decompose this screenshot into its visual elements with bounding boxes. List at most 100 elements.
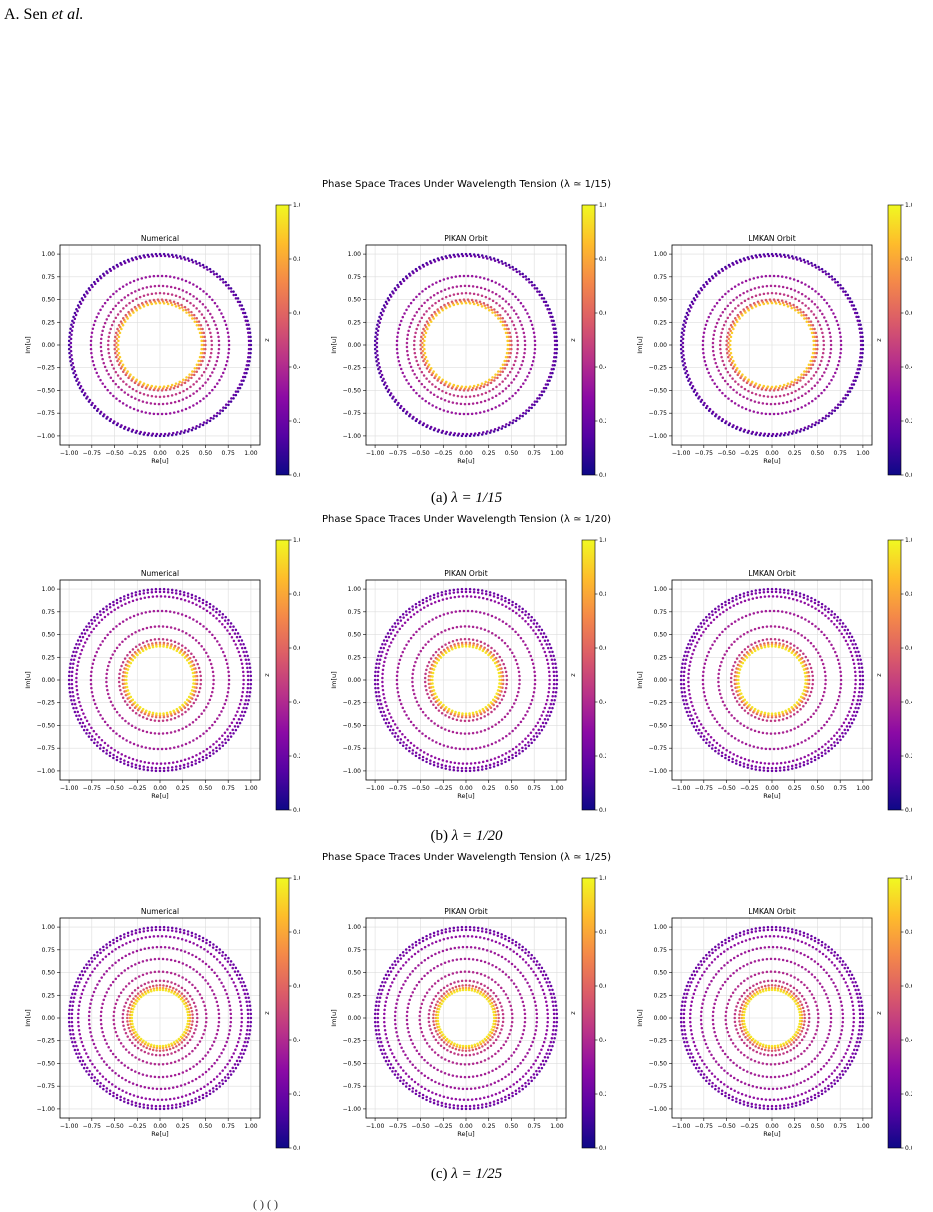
data-point [212, 752, 215, 755]
data-point [441, 646, 444, 649]
data-point [244, 647, 247, 650]
data-point [119, 761, 122, 764]
data-point [241, 639, 244, 642]
data-point [98, 736, 101, 739]
data-point [827, 617, 830, 620]
data-point [824, 614, 827, 617]
data-point [160, 595, 163, 598]
data-point [497, 259, 500, 262]
data-point [77, 697, 80, 700]
data-point [736, 638, 739, 641]
y-tick-label: 0.25 [42, 654, 56, 661]
data-point [136, 759, 139, 762]
data-point [840, 400, 843, 403]
data-point [826, 324, 829, 327]
data-point [186, 699, 189, 702]
data-point [410, 616, 413, 619]
data-point [775, 292, 778, 295]
data-point [199, 288, 202, 291]
data-point [713, 305, 716, 308]
data-point [748, 379, 751, 382]
data-point [443, 278, 446, 281]
data-point [457, 769, 460, 772]
data-point [120, 263, 123, 266]
data-point [505, 288, 508, 291]
data-point [99, 614, 102, 617]
data-point [725, 340, 728, 343]
data-point [434, 260, 437, 263]
data-point [731, 689, 734, 692]
y-tick-label: 0.75 [348, 609, 362, 616]
data-point [72, 322, 75, 325]
data-point [537, 721, 540, 724]
data-point [469, 395, 472, 398]
data-point [493, 592, 496, 594]
data-point [167, 591, 170, 594]
data-point [395, 399, 398, 402]
data-point [483, 410, 486, 413]
data-point [402, 651, 405, 654]
colorbar [582, 205, 595, 475]
data-point [189, 692, 192, 695]
data-point [218, 614, 221, 617]
data-point [446, 597, 449, 600]
data-point [425, 669, 428, 672]
data-point [460, 285, 463, 288]
data-point [441, 594, 444, 597]
data-point [72, 325, 75, 328]
data-point [543, 632, 546, 635]
data-point [727, 625, 730, 628]
data-point [491, 726, 494, 729]
data-point [498, 392, 501, 395]
data-point [811, 300, 814, 303]
data-point [69, 691, 72, 694]
data-point [831, 278, 834, 281]
data-point [726, 650, 729, 653]
data-point [459, 275, 462, 278]
data-point [162, 720, 165, 723]
data-point [418, 308, 421, 311]
data-point [216, 640, 219, 643]
data-point [80, 385, 83, 388]
data-point [386, 718, 389, 721]
data-point [131, 633, 134, 636]
data-point [703, 622, 706, 625]
data-point [96, 707, 99, 710]
colorbar-tick-label: 0.6 [599, 645, 606, 652]
data-point [708, 616, 711, 619]
data-point [758, 640, 761, 643]
data-point [731, 669, 734, 672]
data-point [462, 255, 465, 258]
data-point [491, 311, 494, 314]
data-point [469, 385, 472, 388]
data-point [530, 616, 533, 619]
data-point [399, 628, 402, 631]
data-point [838, 328, 841, 331]
data-point [759, 293, 762, 296]
data-point [736, 262, 739, 265]
data-point [175, 382, 178, 385]
data-point [124, 296, 127, 299]
data-point [762, 732, 765, 735]
data-point [161, 275, 164, 278]
data-point [377, 667, 380, 670]
data-point [124, 321, 127, 324]
data-point [852, 308, 855, 311]
data-point [169, 275, 172, 278]
data-point [771, 767, 774, 770]
x-axis-label: Re[u] [457, 457, 474, 465]
data-point [498, 739, 501, 742]
data-point [116, 350, 119, 353]
data-point [239, 655, 242, 658]
data-point [694, 389, 697, 392]
data-point [198, 310, 201, 313]
data-point [498, 682, 501, 685]
data-point [847, 294, 850, 297]
data-point [515, 268, 518, 271]
data-point [90, 679, 93, 682]
data-point [110, 418, 113, 421]
data-point [692, 639, 695, 642]
data-point [246, 655, 249, 658]
data-point [101, 330, 104, 333]
data-point [209, 332, 212, 335]
